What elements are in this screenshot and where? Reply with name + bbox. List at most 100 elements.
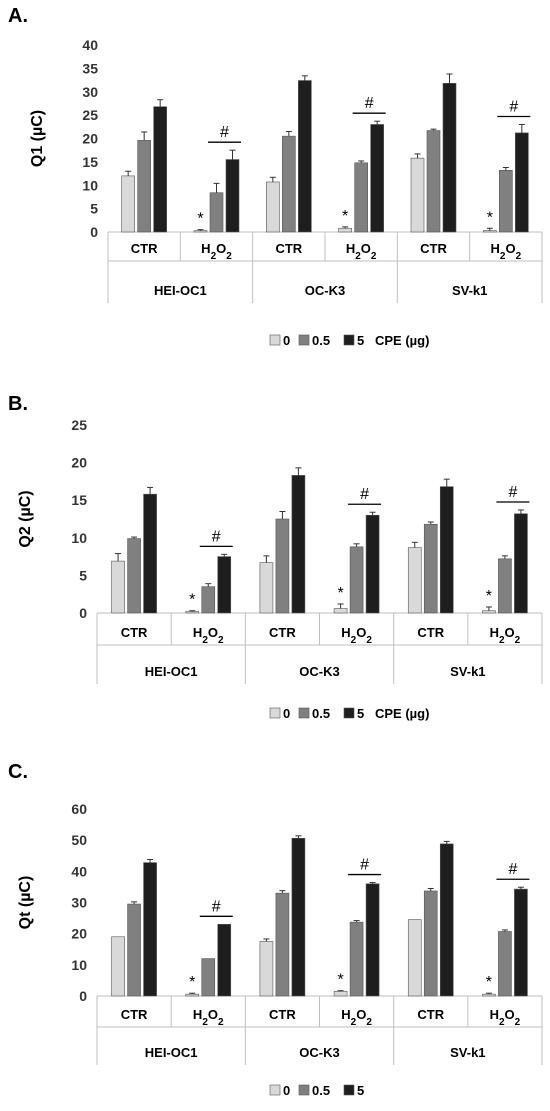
legend-swatch <box>343 707 355 719</box>
bar <box>127 538 141 614</box>
group-label: SV-k1 <box>450 664 485 679</box>
significance-star: * <box>189 974 195 991</box>
condition-label: CTR <box>269 1007 296 1022</box>
y-tick-label: 30 <box>71 895 87 911</box>
bar <box>333 608 348 614</box>
group-label: HEI-OC1 <box>145 1045 198 1060</box>
bar <box>515 132 529 233</box>
bar <box>514 888 528 997</box>
bar <box>498 558 512 614</box>
condition-label: H2O2 <box>193 1007 224 1028</box>
legend-label: 0 <box>283 333 290 348</box>
legend-title: CPE (µg) <box>375 706 429 721</box>
condition-label: H2O2 <box>490 1007 521 1028</box>
y-tick-label: 15 <box>82 154 98 170</box>
condition-label: CTR <box>417 1007 444 1022</box>
y-tick-label: 50 <box>71 832 87 848</box>
legend-label: 0 <box>283 1083 290 1098</box>
bar <box>410 157 425 233</box>
condition-label: CTR <box>275 241 302 256</box>
bar <box>137 140 151 233</box>
y-tick-label: 0 <box>79 988 87 1004</box>
y-axis-label: Q1 (µC) <box>29 110 46 167</box>
bar <box>365 514 380 614</box>
bar <box>121 175 135 233</box>
y-tick-label: 40 <box>71 863 87 879</box>
bar <box>407 919 422 997</box>
y-tick-label: 30 <box>82 84 98 100</box>
bar <box>185 611 200 614</box>
significance-hash: # <box>508 861 517 878</box>
bar <box>483 230 497 233</box>
bar <box>185 993 200 997</box>
group-label: SV-k1 <box>450 1045 485 1060</box>
group-label: OC-K3 <box>305 283 345 298</box>
condition-label: CTR <box>417 625 444 640</box>
y-tick-label: 25 <box>71 417 87 433</box>
panel-label: A. <box>8 5 28 27</box>
significance-hash: # <box>212 528 221 545</box>
panel-b: B. 0 5 10 15 20 25 Q2 (µC) * # * # * # CTR H2O2 CTR H2O2 C… <box>8 393 543 721</box>
bar <box>354 162 368 233</box>
bar <box>259 941 274 997</box>
bar <box>439 843 454 997</box>
bar <box>426 130 441 233</box>
bar <box>349 546 364 614</box>
y-tick-label: 10 <box>71 530 87 546</box>
bar <box>143 493 157 614</box>
y-tick-label: 5 <box>79 567 87 583</box>
bar <box>439 486 454 614</box>
bar <box>127 903 141 997</box>
group-label: HEI-OC1 <box>154 283 207 298</box>
bar <box>333 991 348 997</box>
legend-swatch <box>343 334 355 346</box>
condition-label: H2O2 <box>490 625 521 646</box>
bar <box>201 958 216 997</box>
legend-title: CPE (µg) <box>375 333 429 348</box>
bar <box>499 169 513 233</box>
condition-label: H2O2 <box>193 625 224 646</box>
legend-swatch <box>298 334 310 346</box>
bar <box>275 518 290 614</box>
y-tick-label: 20 <box>71 926 87 942</box>
significance-star: * <box>486 974 492 991</box>
legend-swatch <box>298 707 310 719</box>
bar <box>514 513 528 614</box>
significance-hash: # <box>509 98 518 115</box>
legend-swatch <box>269 1084 281 1096</box>
legend: 0 0.5 5 CPE (µg) <box>269 333 429 348</box>
y-tick-label: 40 <box>82 37 98 53</box>
y-tick-label: 10 <box>71 957 87 973</box>
bar <box>209 192 224 233</box>
significance-hash: # <box>365 95 374 112</box>
bar <box>193 230 208 233</box>
panel-label: B. <box>8 393 28 415</box>
bar <box>266 181 280 233</box>
group-label: OC-K3 <box>299 664 339 679</box>
bar <box>442 83 457 233</box>
y-axis-label: Qt (µC) <box>17 876 34 930</box>
legend: 0 0.5 5 <box>269 1083 364 1098</box>
y-tick-label: 0 <box>90 224 98 240</box>
significance-star: * <box>337 972 343 989</box>
condition-label: H2O2 <box>341 625 372 646</box>
bar <box>111 560 125 614</box>
y-tick-label: 60 <box>71 801 87 817</box>
condition-label: H2O2 <box>201 241 232 262</box>
bar <box>349 921 364 997</box>
y-tick-label: 20 <box>82 131 98 147</box>
legend-swatch <box>298 1084 310 1096</box>
condition-label: CTR <box>131 241 158 256</box>
legend-swatch <box>269 334 281 346</box>
bar <box>482 993 496 997</box>
condition-label: CTR <box>269 625 296 640</box>
y-tick-label: 10 <box>82 177 98 193</box>
legend-label: 5 <box>357 333 364 348</box>
panel-a: A. 0 5 10 15 20 25 30 35 40 Q1 (µC) * # * # * # CTR H2O2 CT… <box>8 5 543 348</box>
condition-label: CTR <box>420 241 447 256</box>
bar <box>217 556 232 614</box>
bar <box>143 862 157 997</box>
bar <box>370 124 384 233</box>
